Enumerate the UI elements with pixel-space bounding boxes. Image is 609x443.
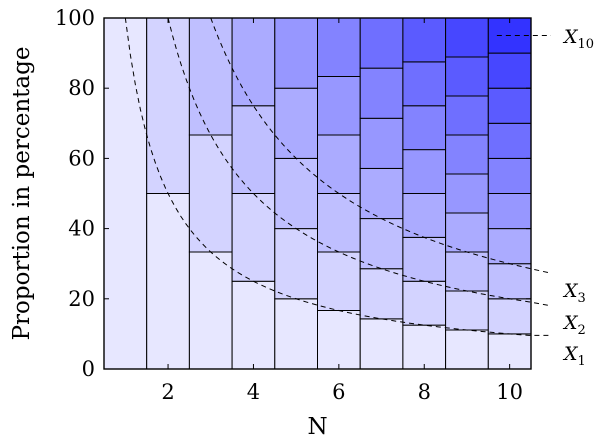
x-tick-label-10: 10 bbox=[496, 380, 523, 404]
y-tick-label-20: 20 bbox=[68, 287, 95, 311]
bar-segment-n5-k4 bbox=[274, 87, 318, 159]
bar-segment-n7-k6 bbox=[359, 67, 404, 119]
bar-segment-n10-k4 bbox=[487, 228, 532, 265]
bar-segment-n8-k3 bbox=[402, 236, 447, 282]
bar-segment-n6-k4 bbox=[317, 134, 361, 194]
bar-segment-n4-k1 bbox=[231, 280, 276, 370]
bar-segment-n10-k8 bbox=[487, 87, 532, 124]
curve-label-sub-x1: 1 bbox=[578, 354, 586, 369]
x-tick-label-8: 8 bbox=[418, 380, 431, 404]
bar-segment-n2-k2 bbox=[146, 17, 190, 194]
bar-segment-n7-k7 bbox=[359, 17, 404, 69]
bar-segment-n6-k2 bbox=[317, 251, 361, 311]
bar-segment-n6-k3 bbox=[317, 193, 361, 253]
curve-label-x10: X10 bbox=[562, 26, 594, 52]
curve-label-x2: X2 bbox=[562, 312, 586, 338]
bar-segment-n9-k6 bbox=[445, 134, 489, 175]
bar-segment-n7-k1 bbox=[359, 318, 404, 370]
x-axis-title: N bbox=[307, 414, 327, 440]
bar-segment-n7-k5 bbox=[359, 117, 404, 169]
plot-frame bbox=[103, 17, 532, 370]
bar-segment-n7-k3 bbox=[359, 218, 404, 270]
bar-segment-n8-k7 bbox=[402, 61, 447, 107]
bar-segment-n8-k4 bbox=[402, 193, 447, 238]
bar-segment-n5-k2 bbox=[274, 228, 318, 300]
curve-label-sub-x2: 2 bbox=[578, 323, 586, 338]
bar-segment-n10-k6 bbox=[487, 157, 532, 194]
bar-segment-n9-k1 bbox=[445, 329, 489, 370]
bar-segment-n5-k1 bbox=[274, 298, 318, 370]
bar-segment-n9-k9 bbox=[445, 17, 489, 58]
bar-segment-n1-k1 bbox=[103, 17, 148, 370]
bar-segment-n10-k5 bbox=[487, 193, 532, 230]
bar-segment-n6-k5 bbox=[317, 76, 361, 136]
bar-segment-n8-k5 bbox=[402, 149, 447, 194]
curves-group bbox=[124, 17, 552, 336]
bar-segment-n10-k9 bbox=[487, 52, 532, 89]
bar-segment-n9-k3 bbox=[445, 251, 489, 292]
x-tick-label-4: 4 bbox=[247, 380, 260, 404]
bar-segment-n10-k2 bbox=[487, 298, 532, 335]
bar-segment-n9-k7 bbox=[445, 95, 489, 136]
x-tick-label-6: 6 bbox=[332, 380, 345, 404]
bar-segment-n8-k1 bbox=[402, 324, 447, 370]
bar-segment-n10-k3 bbox=[487, 263, 532, 300]
curve-label-sub-x10: 10 bbox=[578, 37, 595, 52]
bar-segment-n9-k2 bbox=[445, 290, 489, 331]
y-tick-label-60: 60 bbox=[68, 146, 95, 170]
curve-labels-group: X1 X2 X3 X10 bbox=[562, 26, 594, 369]
x-tick-label-2: 2 bbox=[161, 380, 174, 404]
bars-group bbox=[103, 17, 532, 370]
bar-segment-n4-k2 bbox=[231, 193, 276, 282]
y-tick-label-80: 80 bbox=[68, 76, 95, 100]
bar-segment-n10-k7 bbox=[487, 122, 532, 159]
bar-segment-n6-k1 bbox=[317, 310, 361, 370]
bar-segment-n9-k5 bbox=[445, 173, 489, 214]
bar-segment-n7-k2 bbox=[359, 268, 404, 320]
y-tick-label-40: 40 bbox=[68, 217, 95, 241]
bar-segment-n8-k8 bbox=[402, 17, 447, 63]
bar-segment-n5-k5 bbox=[274, 17, 318, 89]
bar-segment-n4-k3 bbox=[231, 105, 276, 194]
bar-segment-n8-k6 bbox=[402, 105, 447, 151]
curve-label-sub-x3: 3 bbox=[578, 291, 586, 306]
y-tick-label-100: 100 bbox=[55, 6, 95, 30]
curve-x2 bbox=[167, 17, 552, 307]
curve-label-x3: X3 bbox=[562, 280, 586, 306]
bar-segment-n2-k1 bbox=[146, 193, 190, 370]
y-axis-title: Proportion in percentage bbox=[9, 47, 35, 341]
bar-segment-n4-k4 bbox=[231, 17, 276, 107]
bar-segment-n9-k8 bbox=[445, 56, 489, 97]
curve-x1 bbox=[124, 17, 552, 336]
curve-label-x1: X1 bbox=[562, 343, 586, 369]
bar-segment-n9-k4 bbox=[445, 212, 489, 253]
bar-segment-n3-k2 bbox=[188, 134, 233, 253]
bar-segment-n6-k6 bbox=[317, 17, 361, 77]
bar-segment-n8-k2 bbox=[402, 280, 447, 326]
bar-segment-n3-k1 bbox=[188, 251, 233, 370]
curve-x3 bbox=[210, 17, 552, 274]
y-tick-label-0: 0 bbox=[82, 357, 95, 381]
bar-segment-n3-k3 bbox=[188, 17, 233, 136]
bar-segment-n10-k1 bbox=[487, 333, 532, 370]
